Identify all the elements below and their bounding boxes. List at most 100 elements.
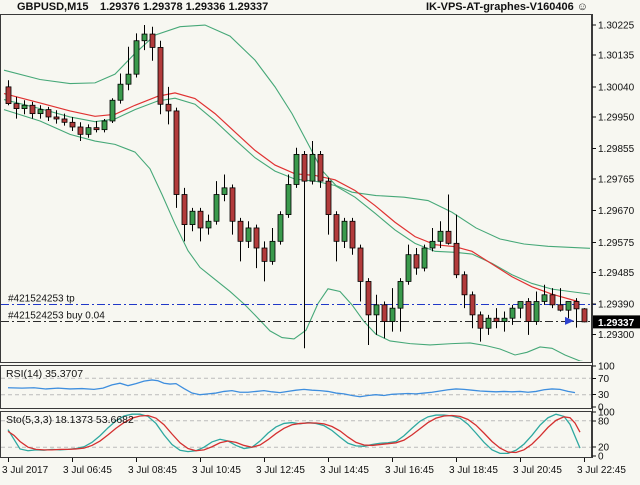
- price-tick-label: 1.30040: [598, 82, 635, 93]
- time-axis[interactable]: 3 Jul 2017 3 Jul 06:45 3 Jul 08:45 3 Jul 10…: [2, 458, 626, 476]
- candle-bull: [141, 33, 148, 42]
- candle-bear: [53, 116, 60, 120]
- candle-bull: [277, 214, 284, 242]
- sto-label: Sto(5,3,3) 18.1373 53.6682: [6, 414, 134, 426]
- candle-bear: [69, 121, 76, 128]
- time-tick-label: 3 Jul 08:45: [128, 465, 177, 476]
- candle-bull: [285, 184, 292, 215]
- candle-bear: [45, 109, 52, 118]
- buy-order-arrow-icon: [565, 316, 574, 325]
- rsi-scale-label: 30: [598, 390, 610, 401]
- candle-bear: [357, 247, 364, 282]
- candle-bear: [181, 194, 188, 226]
- candle-bull: [421, 247, 428, 269]
- candle-bear: [149, 33, 156, 48]
- sto-scale-label: 0: [598, 452, 604, 463]
- time-tick-label: 3 Jul 06:45: [63, 465, 112, 476]
- candle-bull: [221, 187, 228, 195]
- price-tick-label: 1.29300: [598, 330, 635, 341]
- candle-bull: [373, 304, 380, 316]
- candle-bear: [365, 281, 372, 316]
- candle-bear: [61, 118, 68, 123]
- candle-bear: [29, 104, 36, 115]
- time-tick-label: 3 Jul 18:45: [449, 465, 498, 476]
- candle-bull: [269, 240, 276, 262]
- price-tick-label: 1.29575: [598, 238, 635, 249]
- candle-bear: [413, 254, 420, 269]
- candle-bull: [389, 307, 396, 322]
- candle-bull: [245, 227, 252, 242]
- candle-bear: [13, 103, 20, 110]
- candle-bear: [165, 103, 172, 112]
- candle-bear: [349, 220, 356, 249]
- candle-bear: [325, 180, 332, 215]
- time-tick-label: 3 Jul 10:45: [192, 465, 241, 476]
- trade-line-label-buy: #421524253 buy 0.04: [8, 311, 105, 322]
- candle-bull: [117, 83, 124, 101]
- price-tick-label: 1.30225: [598, 21, 635, 32]
- sto-panel-frame: [0, 411, 592, 458]
- candle-bull: [397, 281, 404, 309]
- candle-bull: [341, 220, 348, 242]
- candle-bear: [333, 214, 340, 242]
- time-tick-label: 3 Jul 14:45: [320, 465, 369, 476]
- candle-bear: [261, 247, 268, 262]
- sto-scale-label: 80: [598, 416, 610, 427]
- trade-lines: #421524253 tp #421524253 buy 0.04: [1, 294, 596, 322]
- price-tick-label: 1.29485: [598, 268, 635, 279]
- price-tick-label: 1.29855: [598, 144, 635, 155]
- price-tick-label: 1.29670: [598, 206, 635, 217]
- candle-bull: [189, 210, 196, 226]
- candle-bull: [533, 301, 540, 322]
- candle-bear: [157, 47, 164, 105]
- candle-bull: [109, 99, 116, 122]
- candle-bear: [557, 304, 564, 311]
- candle-bull: [85, 127, 92, 135]
- bid-price-label: 1.29337: [598, 318, 635, 329]
- price-axis[interactable]: 1.30225 1.30135 1.30040 1.29950 1.29855 1.297…: [592, 21, 640, 341]
- candle-bear: [549, 294, 556, 306]
- candle-bear: [445, 230, 452, 244]
- candle-bear: [493, 317, 500, 322]
- candle-bear: [5, 86, 12, 104]
- candle-bull: [485, 317, 492, 329]
- candle-bull: [293, 154, 300, 185]
- candle-bear: [453, 242, 460, 276]
- bollinger-lower-line: [3, 109, 584, 361]
- candle-bear: [477, 314, 484, 329]
- time-tick-label: 3 Jul 2017: [2, 465, 49, 476]
- candle-bear: [469, 294, 476, 316]
- candle-bull: [509, 307, 516, 319]
- candle-bear: [197, 210, 204, 229]
- candle-bull: [517, 301, 524, 309]
- candle-bull: [125, 73, 132, 85]
- rsi-scale-label: 0: [598, 403, 604, 414]
- sto-main-line: [7, 413, 581, 455]
- time-tick-label: 3 Jul 16:45: [385, 465, 434, 476]
- candle-bull: [213, 194, 220, 222]
- candle-bear: [237, 220, 244, 242]
- candle-bear: [173, 110, 180, 195]
- candle-bull: [541, 294, 548, 302]
- time-tick-label: 3 Jul 20:45: [513, 465, 562, 476]
- rsi-scale-label: 100: [598, 362, 615, 373]
- candle-bear: [573, 301, 580, 310]
- candle-bull: [429, 240, 436, 249]
- candle-bear: [581, 308, 588, 323]
- candle-bear: [317, 154, 324, 182]
- sto-scale-label: 20: [598, 443, 610, 454]
- candle-bull: [405, 254, 412, 282]
- price-tick-label: 1.30135: [598, 51, 635, 62]
- rsi-panel-frame: [0, 365, 592, 409]
- candle-bear: [525, 301, 532, 322]
- candle-bull: [101, 120, 108, 131]
- rsi-scale-label: 70: [598, 374, 610, 385]
- price-tick-label: 1.29765: [598, 174, 635, 185]
- candle-bear: [77, 126, 84, 135]
